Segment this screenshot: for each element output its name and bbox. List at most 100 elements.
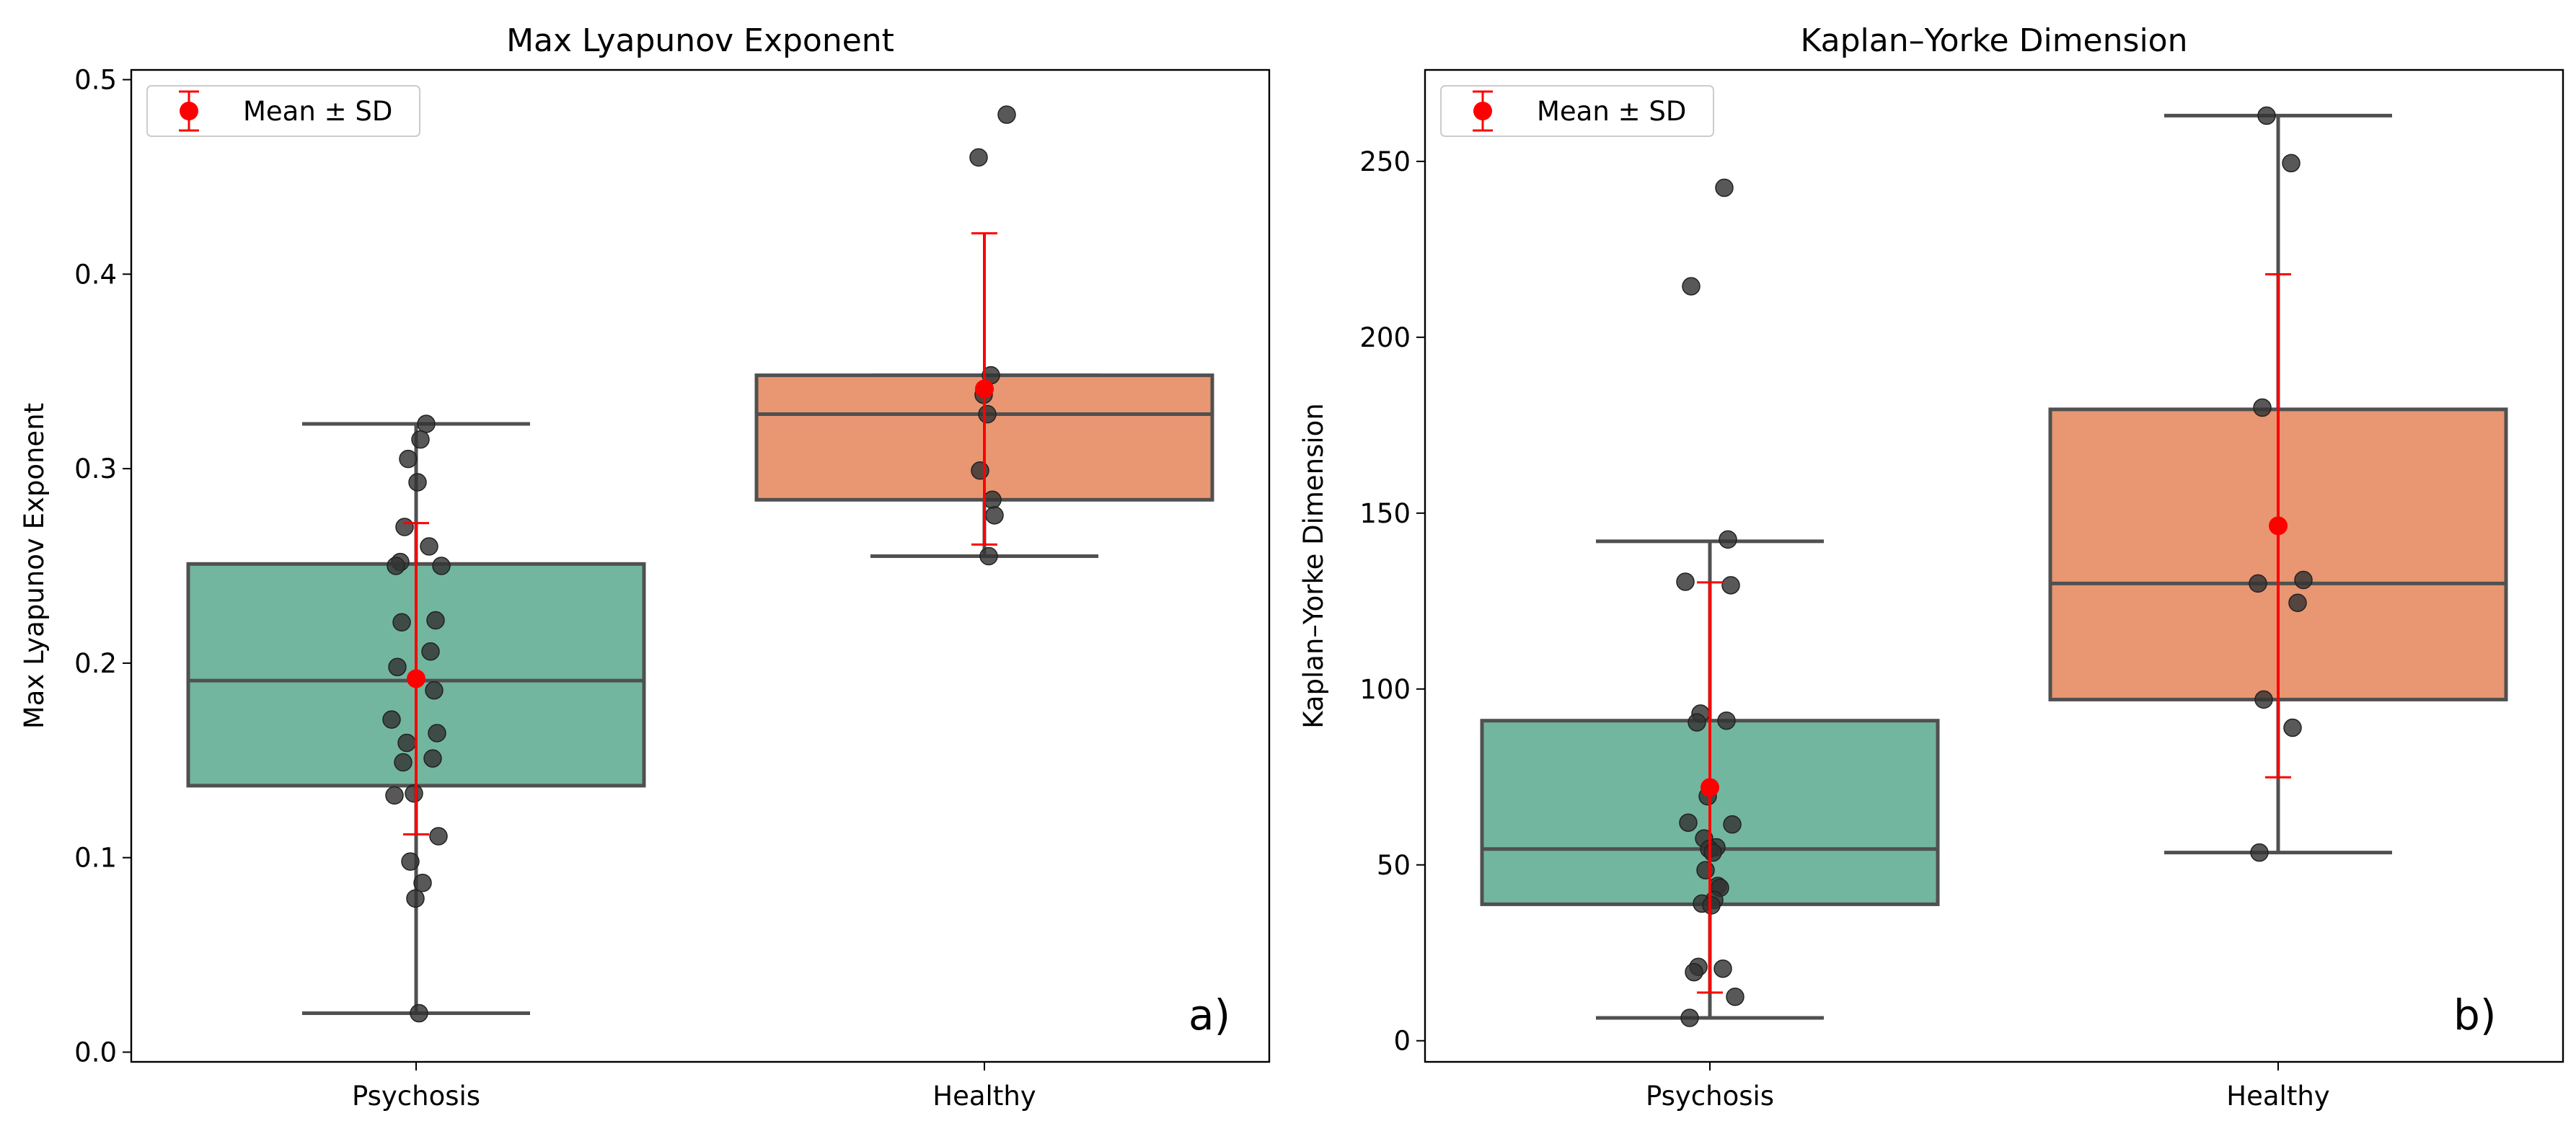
data-point <box>385 786 404 805</box>
data-point <box>388 657 407 677</box>
data-point <box>425 681 444 700</box>
y-tick-label: 0.1 <box>74 843 117 874</box>
data-point <box>969 148 988 167</box>
y-tick-label: 0.5 <box>74 64 117 95</box>
data-point <box>983 490 1002 510</box>
plot-frame <box>1424 68 2564 1063</box>
y-axis-label: Max Lyapunov Exponent <box>19 403 50 729</box>
data-point <box>1721 576 1740 595</box>
data-point <box>399 449 418 469</box>
data-point <box>1679 813 1698 832</box>
data-point <box>2283 718 2302 737</box>
data-point <box>428 724 446 743</box>
data-point <box>387 557 405 575</box>
data-point <box>406 889 425 908</box>
data-point <box>426 611 445 630</box>
panel-label: b) <box>2453 990 2496 1040</box>
data-point <box>1676 572 1695 591</box>
legend-mean-sd-marker <box>179 90 199 132</box>
y-tick-label: 250 <box>1359 146 1411 177</box>
y-axis-label: Kaplan–Yorke Dimension <box>1298 403 1329 729</box>
data-point <box>410 1003 428 1023</box>
mean-marker <box>2269 516 2288 536</box>
points-layer <box>382 105 1016 1023</box>
data-point <box>979 546 998 566</box>
x-tick-label: Healthy <box>932 1081 1036 1112</box>
data-point <box>382 710 401 729</box>
data-point <box>397 733 416 753</box>
chart-title: Max Lyapunov Exponent <box>506 22 894 59</box>
data-point <box>1713 959 1732 978</box>
data-point <box>2257 106 2276 125</box>
panel-max-lyapunov: 0.0 0.1 0.2 0.3 0.4 0.5 Psychosis Healthy Max … <box>19 22 1271 1112</box>
data-point <box>401 852 420 871</box>
data-point <box>1680 1009 1699 1027</box>
data-point <box>423 749 442 768</box>
data-point <box>1719 530 1737 549</box>
data-point <box>1703 843 1722 862</box>
y-tick-label: 0 <box>1393 1026 1411 1057</box>
data-point <box>2253 398 2272 417</box>
data-point <box>1723 815 1742 834</box>
y-tick-label: 150 <box>1359 498 1411 529</box>
data-point <box>394 753 413 772</box>
data-point <box>413 874 432 892</box>
data-point <box>417 415 436 433</box>
x-tick-label: Psychosis <box>352 1081 480 1112</box>
data-point <box>1696 861 1715 879</box>
data-point <box>1726 987 1744 1006</box>
mean-marker <box>1701 778 1719 797</box>
data-point <box>997 105 1016 124</box>
data-point <box>429 827 448 846</box>
legend: Mean ± SD <box>146 85 420 137</box>
y-axis-ticks: 0.0 0.1 0.2 0.3 0.4 0.5 <box>74 64 131 1068</box>
data-point <box>1688 713 1706 732</box>
mean-sd-layer <box>403 232 997 836</box>
data-point <box>978 404 997 424</box>
data-point <box>985 506 1004 525</box>
data-point <box>395 518 414 536</box>
data-point <box>2254 690 2273 709</box>
legend-frame <box>146 85 420 137</box>
legend-frame <box>1440 85 1714 137</box>
data-point <box>421 642 440 661</box>
y-tick-label: 0.4 <box>74 259 117 290</box>
x-tick-label: Psychosis <box>1646 1081 1774 1112</box>
mean-marker <box>407 669 425 688</box>
y-tick-label: 0.0 <box>74 1037 117 1068</box>
x-tick-label: Healthy <box>2226 1081 2329 1112</box>
y-tick-label: 50 <box>1377 850 1411 881</box>
x-axis-ticks: Psychosis Healthy <box>352 1062 1036 1112</box>
data-point <box>1715 178 1734 198</box>
panel-label: a) <box>1188 990 1230 1040</box>
data-point <box>405 784 423 803</box>
data-point <box>432 557 451 575</box>
chart-title: Kaplan–Yorke Dimension <box>1801 22 2188 59</box>
mean-sd-layer <box>1697 272 2291 994</box>
data-point <box>1685 962 1703 982</box>
y-axis-ticks: 0 50 100 150 200 250 <box>1359 146 1425 1057</box>
data-point <box>392 613 411 631</box>
legend: Mean ± SD <box>1440 85 1714 137</box>
y-tick-label: 200 <box>1359 322 1411 353</box>
data-point <box>2282 154 2301 173</box>
y-tick-label: 0.3 <box>74 453 117 484</box>
data-point <box>1682 277 1701 296</box>
x-axis-ticks: Psychosis Healthy <box>1646 1062 2330 1112</box>
data-point <box>971 461 989 480</box>
panel-kaplan-yorke: 0 50 100 150 200 250 Psychosis Healthy Kaplan–… <box>1298 22 2564 1112</box>
data-point <box>408 473 427 492</box>
mean-marker <box>975 379 994 399</box>
data-point <box>411 430 430 449</box>
data-point <box>2288 593 2307 612</box>
legend-mean-sd-marker <box>1473 90 1493 132</box>
data-point <box>1717 711 1736 730</box>
y-tick-label: 0.2 <box>74 648 117 679</box>
data-point <box>2294 570 2313 590</box>
legend-label: Mean ± SD <box>243 96 392 127</box>
legend-label: Mean ± SD <box>1537 96 1686 127</box>
data-point <box>2250 843 2269 862</box>
data-point <box>420 537 438 556</box>
y-tick-label: 100 <box>1359 674 1411 705</box>
